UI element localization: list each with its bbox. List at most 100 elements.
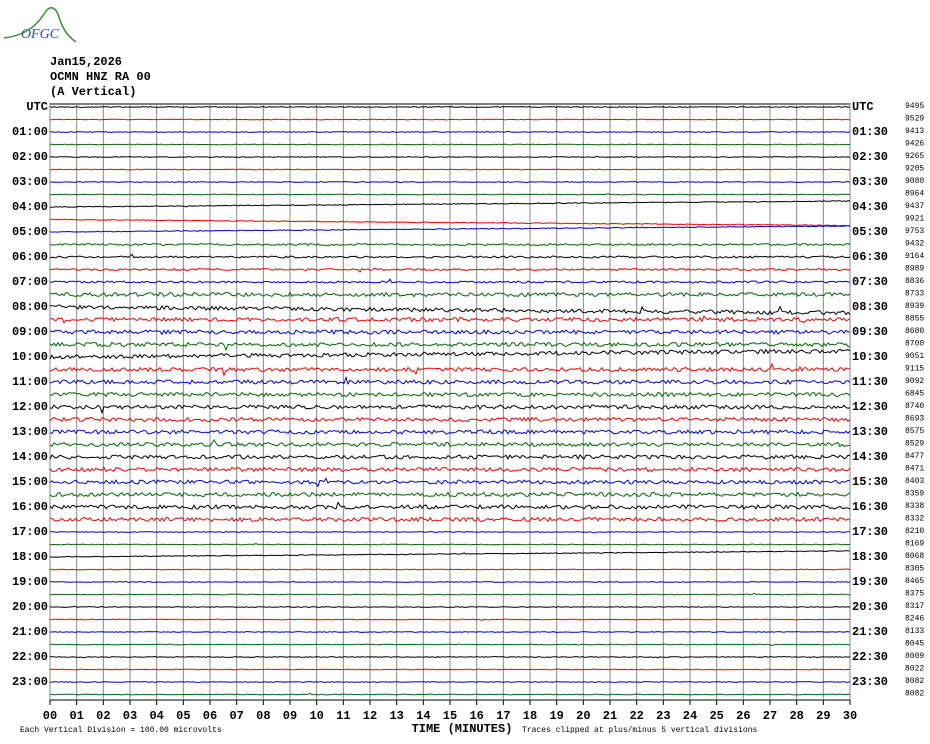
trace-scale: 8332 — [905, 515, 924, 524]
trace-scale: 9265 — [905, 152, 924, 161]
left-time-label: 16:00 — [12, 500, 48, 514]
x-tick-label: 10 — [309, 709, 323, 723]
trace-scale: 9753 — [905, 227, 924, 236]
x-tick-label: 26 — [736, 709, 750, 723]
component: (A Vertical) — [50, 85, 136, 99]
trace-scale: 9205 — [905, 165, 924, 174]
logo: OFGC — [21, 27, 60, 42]
left-time-label: 03:00 — [12, 175, 48, 189]
trace-scale: 9051 — [905, 352, 924, 361]
left-time-label: 22:00 — [12, 650, 48, 664]
trace-scale: 8082 — [905, 677, 924, 686]
trace — [49, 477, 851, 488]
right-time-label: 03:30 — [852, 175, 888, 189]
trace-scale: 8022 — [905, 665, 924, 674]
trace — [49, 278, 851, 284]
trace — [49, 391, 851, 398]
x-tick-label: 07 — [229, 709, 243, 723]
left-time-label: 10:00 — [12, 350, 48, 364]
trace — [49, 168, 851, 171]
trace — [49, 118, 850, 121]
right-time-label: 06:30 — [852, 250, 888, 264]
trace-scale: 8939 — [905, 302, 924, 311]
trace — [49, 681, 851, 683]
right-time-label: 18:30 — [852, 550, 888, 564]
x-tick-label: 13 — [389, 709, 403, 723]
right-time-label: 02:30 — [852, 150, 888, 164]
trace — [49, 491, 851, 498]
trace — [49, 291, 851, 298]
trace — [49, 454, 851, 460]
right-time-label: 09:30 — [852, 325, 888, 339]
x-tick-label: 01 — [69, 709, 83, 723]
x-tick-label: 18 — [523, 709, 537, 723]
logo-curve — [3, 7, 77, 43]
right-time-label: 11:30 — [852, 375, 888, 389]
trace — [49, 568, 851, 571]
trace — [49, 692, 851, 696]
left-time-label: 21:00 — [12, 625, 48, 639]
left-time-label: 08:00 — [12, 300, 48, 314]
left-time-label: 18:00 — [12, 550, 48, 564]
trace-scale: 9413 — [905, 127, 924, 136]
x-tick-label: 23 — [656, 709, 670, 723]
x-tick-label: 02 — [96, 709, 110, 723]
x-tick-label: 11 — [336, 709, 350, 723]
right-time-label: 13:30 — [852, 425, 888, 439]
trace-scale: 8529 — [905, 440, 924, 449]
x-tick-label: 21 — [603, 709, 617, 723]
left-time-label: 04:00 — [12, 200, 48, 214]
trace — [49, 501, 851, 510]
trace-scale: 9529 — [905, 115, 924, 124]
right-time-label: 20:30 — [852, 600, 888, 614]
trace — [49, 643, 851, 647]
x-tick-label: 15 — [443, 709, 457, 723]
x-axis-label: TIME (MINUTES) — [412, 722, 513, 736]
trace-scale: 8989 — [905, 265, 924, 274]
trace — [49, 242, 851, 247]
trace-scale: 9921 — [905, 215, 924, 224]
left-time-label: 02:00 — [12, 150, 48, 164]
trace — [49, 348, 851, 360]
trace-scale: 8465 — [905, 577, 924, 586]
x-tick-label: 27 — [763, 709, 777, 723]
trace-scale: 9164 — [905, 252, 924, 261]
left-time-label: 11:00 — [12, 375, 48, 389]
trace — [49, 193, 851, 196]
right-time-label: 05:30 — [852, 225, 888, 239]
trace-scale: 6845 — [905, 390, 924, 399]
right-time-label: 07:30 — [852, 275, 888, 289]
trace-scale: 8575 — [905, 427, 924, 436]
right-time-label: UTC — [852, 100, 874, 114]
trace-scale: 9092 — [905, 377, 924, 386]
trace — [49, 362, 851, 377]
x-tick-label: 28 — [789, 709, 803, 723]
right-time-label: 14:30 — [852, 450, 888, 464]
trace — [49, 438, 851, 448]
trace-scale: 8740 — [905, 402, 924, 411]
trace — [49, 429, 851, 435]
trace — [49, 143, 850, 146]
trace-scale: 8305 — [905, 565, 924, 574]
x-tick-label: 05 — [176, 709, 190, 723]
trace — [49, 106, 851, 108]
trace — [49, 329, 850, 336]
x-tick-label: 17 — [496, 709, 510, 723]
left-time-label: 19:00 — [12, 575, 48, 589]
trace-scale: 9432 — [905, 240, 924, 249]
trace — [49, 200, 851, 208]
trace — [49, 253, 851, 259]
x-tick-label: 12 — [363, 709, 377, 723]
x-tick-label: 14 — [416, 709, 430, 723]
right-time-label: 17:30 — [852, 525, 888, 539]
left-time-label: 07:00 — [12, 275, 48, 289]
trace-scale: 8693 — [905, 415, 924, 424]
left-time-label: 09:00 — [12, 325, 48, 339]
trace — [49, 550, 851, 558]
clip-note: Traces clipped at plus/minus 5 vertical … — [522, 726, 757, 735]
date: Jan15,2026 — [50, 55, 122, 69]
trace — [49, 267, 851, 273]
trace — [49, 516, 851, 523]
trace-scale: 8317 — [905, 602, 924, 611]
